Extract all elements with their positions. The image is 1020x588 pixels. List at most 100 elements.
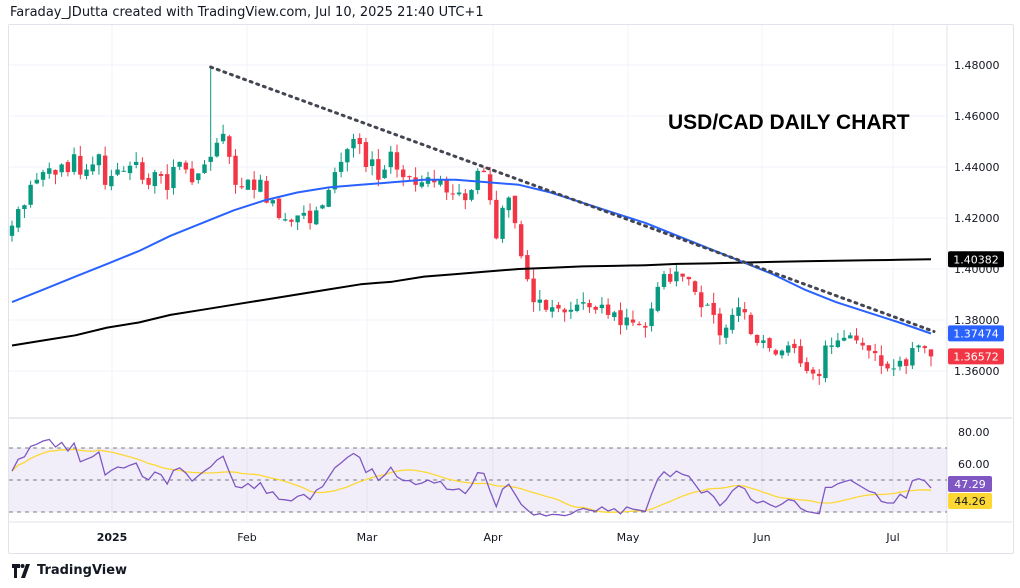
candle-body [47, 168, 52, 174]
candle-body [574, 304, 580, 311]
candle-body [754, 334, 760, 343]
candle-body [630, 319, 636, 323]
candle-body [102, 155, 108, 185]
candle-body [320, 205, 325, 209]
candle-body [872, 350, 878, 354]
candle-body [804, 362, 810, 371]
rsi-value-label: 47.29 [954, 478, 986, 491]
candle-body [258, 179, 263, 192]
candle-body [469, 189, 474, 200]
candle-body [220, 133, 226, 142]
candle-body [736, 307, 741, 316]
candle-body [444, 178, 449, 193]
candle-body [779, 350, 785, 356]
candle-body [450, 193, 456, 195]
rsi-tick-label: 60.00 [958, 458, 990, 471]
candle-body [785, 345, 791, 353]
candle-body [376, 159, 381, 180]
candle-body [661, 274, 667, 287]
last-price-label: 1.36572 [953, 350, 999, 363]
candle-body [593, 306, 598, 310]
candle-body [314, 210, 319, 225]
candle-body [916, 345, 921, 348]
candle-body [699, 292, 704, 308]
rsi-ma-value-label: 44.26 [954, 495, 986, 508]
candle-body [90, 164, 95, 172]
candle-body [233, 155, 238, 185]
candle-body [28, 184, 33, 205]
candle-body [711, 302, 716, 315]
candle-body [301, 212, 307, 216]
candle-body [605, 304, 611, 315]
candle-body [357, 138, 362, 145]
candle-body [84, 169, 89, 177]
candle-body [388, 151, 393, 168]
candle-body [171, 167, 176, 189]
candle-body [307, 210, 313, 224]
candle-body [158, 173, 164, 176]
candle-body [705, 304, 710, 306]
candle-body [239, 186, 244, 188]
candle-body [879, 355, 884, 366]
y-tick-label: 1.44000 [954, 161, 1000, 174]
candle-body [649, 308, 654, 327]
y-tick-label: 1.38000 [954, 314, 1000, 327]
candle-body [692, 281, 698, 292]
x-tick-label: May [617, 531, 640, 544]
candle-body [723, 327, 729, 338]
candle-body [494, 199, 499, 239]
candle-body [897, 360, 903, 367]
candle-body [518, 224, 524, 257]
candle-body [487, 174, 493, 201]
candle-body [345, 149, 350, 163]
candle-body [140, 162, 145, 180]
x-tick-label: 2025 [97, 531, 128, 544]
candle-body [680, 273, 685, 277]
candle-body [78, 155, 83, 175]
ma200-price-label-bg [948, 251, 1004, 268]
x-tick-label: Jun [752, 531, 770, 544]
candle-body [841, 337, 847, 341]
candle-body [823, 345, 828, 379]
ma50-price-label: 1.37474 [953, 327, 999, 340]
candle-body [810, 369, 816, 374]
candle-body [618, 310, 623, 326]
candle-body [885, 363, 890, 369]
candle-body [792, 343, 797, 349]
candle-body [599, 304, 605, 309]
footer-logo[interactable]: TradingView [12, 563, 127, 578]
chart-frame [8, 24, 1014, 554]
rsi-line [11, 438, 932, 517]
candle-body [717, 313, 723, 336]
ma200-line [11, 258, 932, 347]
candle-body [127, 165, 133, 174]
chart-title: USD/CAD DAILY CHART [668, 111, 910, 134]
candle-body [475, 170, 480, 191]
candle-body [438, 179, 443, 185]
candle-body [227, 136, 232, 157]
candle-body [419, 182, 425, 187]
candle-body [668, 273, 673, 282]
tradingview-logo-icon [12, 563, 30, 578]
candle-body [326, 189, 331, 207]
candle-body [183, 162, 189, 170]
candle-body [550, 307, 555, 312]
candle-body [910, 348, 915, 366]
candle-body [400, 169, 406, 178]
candle-body [674, 271, 679, 282]
candle-body [115, 169, 120, 175]
ma50-price-label-bg [948, 325, 1004, 342]
candle-body [177, 161, 182, 167]
candle-body [363, 142, 369, 167]
candle-body [866, 345, 872, 351]
candle-body [531, 278, 536, 303]
candle-body [189, 168, 195, 183]
candle-body [643, 325, 648, 328]
candle-body [245, 179, 251, 190]
candle-body [121, 170, 126, 172]
y-tick-label: 1.36000 [954, 365, 1000, 378]
candle-body [152, 172, 158, 187]
rsi-ma-line [11, 448, 932, 513]
candle-body [562, 309, 567, 313]
